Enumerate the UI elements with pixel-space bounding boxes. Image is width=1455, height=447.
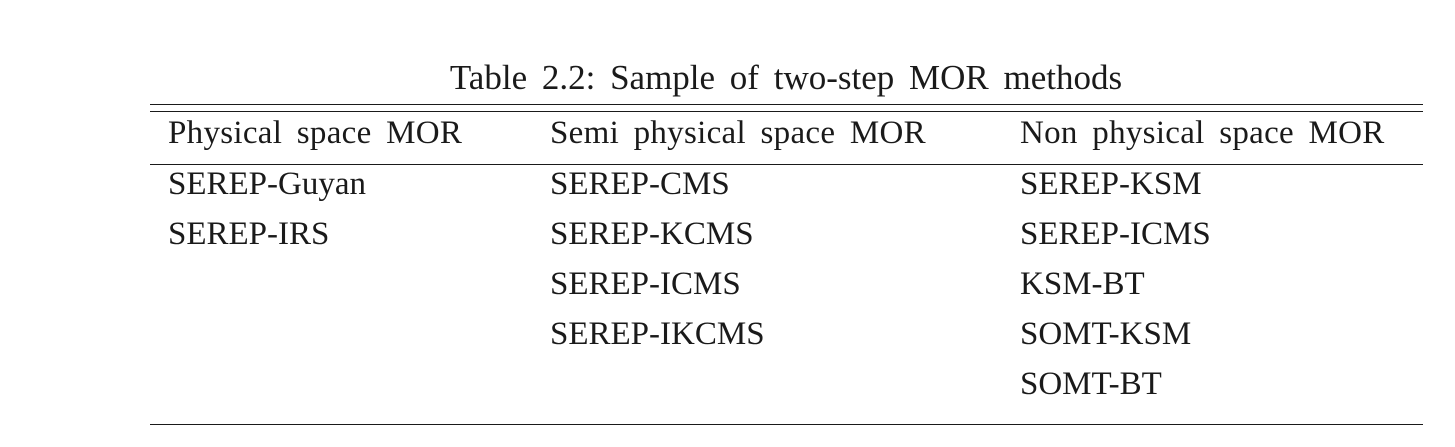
table-cell: SEREP-ICMS (1020, 216, 1211, 252)
table-cell: KSM-BT (1020, 266, 1145, 302)
table-cell: SEREP-ICMS (550, 266, 741, 302)
table-cell: SOMT-BT (1020, 366, 1162, 402)
table-cell: SEREP-Guyan (168, 166, 366, 202)
table-cell: SEREP-KSM (1020, 166, 1202, 202)
table-cell: SEREP-IRS (168, 216, 330, 252)
table-cell: SEREP-CMS (550, 166, 730, 202)
table-cell: SEREP-KCMS (550, 216, 754, 252)
header-non-physical: Non physical space MOR (1020, 115, 1385, 151)
top-rule (150, 104, 1423, 105)
table-caption: Table 2.2: Sample of two-step MOR method… (449, 58, 1123, 97)
bottom-rule (150, 424, 1423, 425)
table-cell: SEREP-IKCMS (550, 316, 765, 352)
top-rule-inner (150, 111, 1423, 112)
header-semi-physical: Semi physical space MOR (550, 115, 926, 151)
table-cell: SOMT-KSM (1020, 316, 1192, 352)
header-rule (150, 164, 1423, 165)
header-physical: Physical space MOR (168, 115, 463, 151)
